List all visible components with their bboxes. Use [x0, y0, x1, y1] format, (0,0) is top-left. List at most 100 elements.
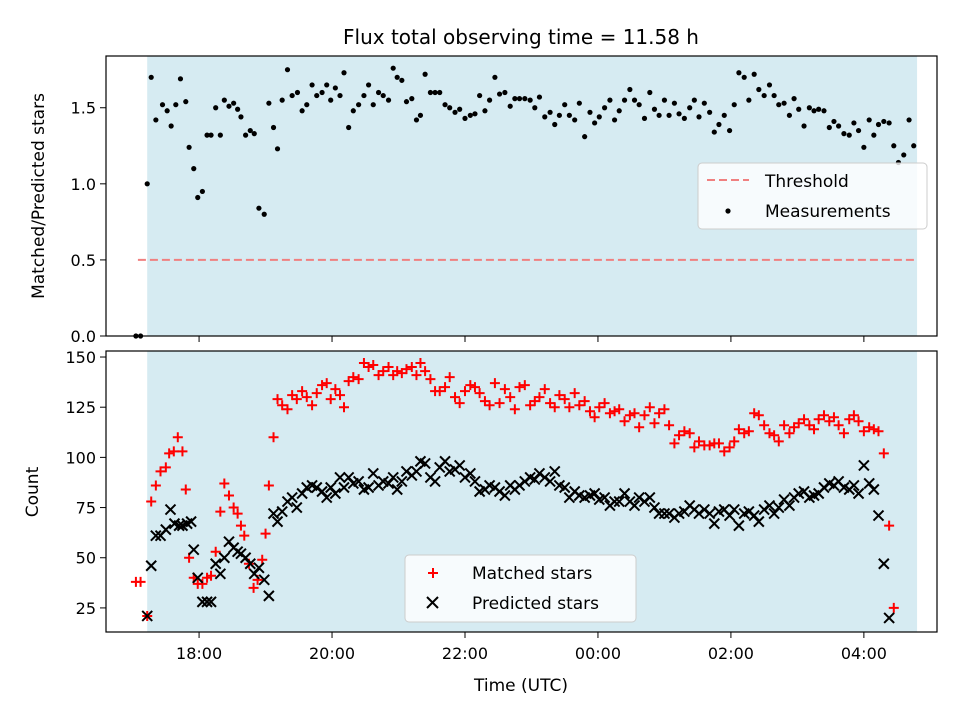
predicted-star-marker [872, 509, 885, 522]
top-y-tick-label: 1.5 [71, 99, 96, 118]
bottom-x-axis-label: Time (UTC) [473, 676, 568, 696]
bottom-legend: Matched stars Predicted stars [404, 554, 637, 623]
predicted-star-marker [205, 596, 217, 608]
bottom-y-tick-label: 75 [76, 499, 96, 518]
measurement-point [811, 108, 817, 114]
measurement-point [153, 117, 159, 123]
measurement-point [616, 108, 622, 114]
matched-star-marker [749, 408, 760, 419]
matched-star-marker [150, 480, 161, 491]
matched-star-marker [634, 422, 645, 433]
matched-star-marker [599, 398, 610, 409]
matched-star-marker [519, 380, 530, 391]
bottom-y-tick-label: 25 [76, 599, 96, 618]
top-y-tick-label: 0.5 [71, 251, 96, 270]
measurement-point [261, 211, 267, 217]
matched-star-marker [888, 602, 899, 613]
measurement-point [751, 71, 757, 77]
measurement-point [204, 132, 210, 138]
measurement-point [186, 144, 192, 150]
predicted-stars-markers [141, 456, 895, 624]
predicted-star-marker [271, 515, 284, 528]
matched-star-marker [878, 448, 889, 459]
top-y-axis: 0.0 0.5 1.0 1.5 [71, 99, 106, 346]
measurement-point [243, 132, 249, 138]
measurement-point [587, 109, 593, 115]
matched-star-marker [684, 428, 695, 439]
measurement-point [846, 132, 852, 138]
matched-star-marker [764, 428, 775, 439]
predicted-star-marker [410, 465, 423, 478]
predicted-star-marker [858, 459, 870, 472]
predicted-star-marker [185, 515, 197, 528]
matched-star-marker [579, 396, 590, 407]
matched-star-marker [268, 432, 279, 443]
matched-star-marker [733, 424, 744, 435]
measurement-point [871, 132, 877, 138]
matched-star-marker [639, 410, 650, 421]
measurement-point [801, 123, 807, 129]
predicted-star-marker [544, 475, 556, 488]
matched-star-marker [440, 382, 451, 393]
measurement-point [666, 112, 672, 118]
matched-star-marker [330, 384, 341, 395]
predicted-star-marker [628, 499, 641, 512]
predicted-star-marker [883, 612, 895, 624]
predicted-star-marker [429, 475, 441, 488]
matched-star-marker [838, 428, 849, 439]
measurement-point [422, 71, 428, 77]
measurement-point [816, 106, 822, 112]
measurement-point [314, 92, 320, 99]
matched-star-marker [420, 366, 431, 377]
bottom-y-tick-label: 125 [65, 398, 96, 417]
matched-star-marker [549, 402, 560, 413]
matched-star-marker [809, 424, 820, 435]
matched-star-marker [307, 400, 318, 411]
measurement-point [716, 121, 722, 128]
measurement-point [651, 106, 658, 112]
matched-star-marker [753, 410, 764, 421]
measurement-point [901, 152, 907, 158]
matched-star-marker [594, 402, 605, 413]
measurement-point [502, 89, 508, 96]
measurement-point [482, 108, 488, 114]
measurement-point [806, 105, 812, 111]
predicted-star-marker [703, 507, 716, 520]
top-y-axis-label: Matched/Predicted stars [29, 93, 49, 299]
bottom-x-tick-label: 04:00 [841, 644, 887, 663]
matched-star-marker [317, 380, 328, 391]
predicted-star-marker [387, 471, 399, 484]
matched-star-marker [858, 426, 869, 437]
matched-star-marker [629, 408, 640, 419]
measurement-point [183, 99, 189, 105]
matched-star-marker [235, 520, 246, 531]
predicted-star-marker [549, 465, 561, 478]
matched-star-marker [411, 370, 422, 381]
measurement-point [409, 96, 415, 102]
matched-star-marker [719, 446, 730, 457]
top-axes-frame [105, 55, 938, 337]
matched-star-marker [614, 404, 625, 415]
measurement-point [195, 194, 201, 201]
matched-star-marker [248, 582, 259, 593]
measurement-point [270, 124, 277, 131]
predicted-star-marker [878, 558, 890, 570]
measurement-point [394, 74, 400, 80]
measurement-point [836, 123, 842, 129]
matched-star-marker [454, 398, 465, 409]
matched-star-marker [793, 418, 804, 429]
matched-star-marker [689, 442, 700, 453]
predicted-star-marker [141, 610, 153, 622]
bottom-x-tick-label: 02:00 [708, 644, 754, 663]
measurement-point [886, 120, 892, 126]
legend-predicted-label: Predicted stars [472, 594, 599, 614]
measurement-point [452, 109, 458, 115]
predicted-star-marker [253, 562, 265, 574]
matched-star-marker [232, 508, 243, 519]
bottom-x-tick-label: 18:00 [176, 644, 222, 663]
matched-star-marker [604, 408, 615, 419]
predicted-star-marker [733, 519, 745, 532]
matched-star-marker [534, 392, 545, 403]
predicted-star-marker [338, 481, 350, 494]
